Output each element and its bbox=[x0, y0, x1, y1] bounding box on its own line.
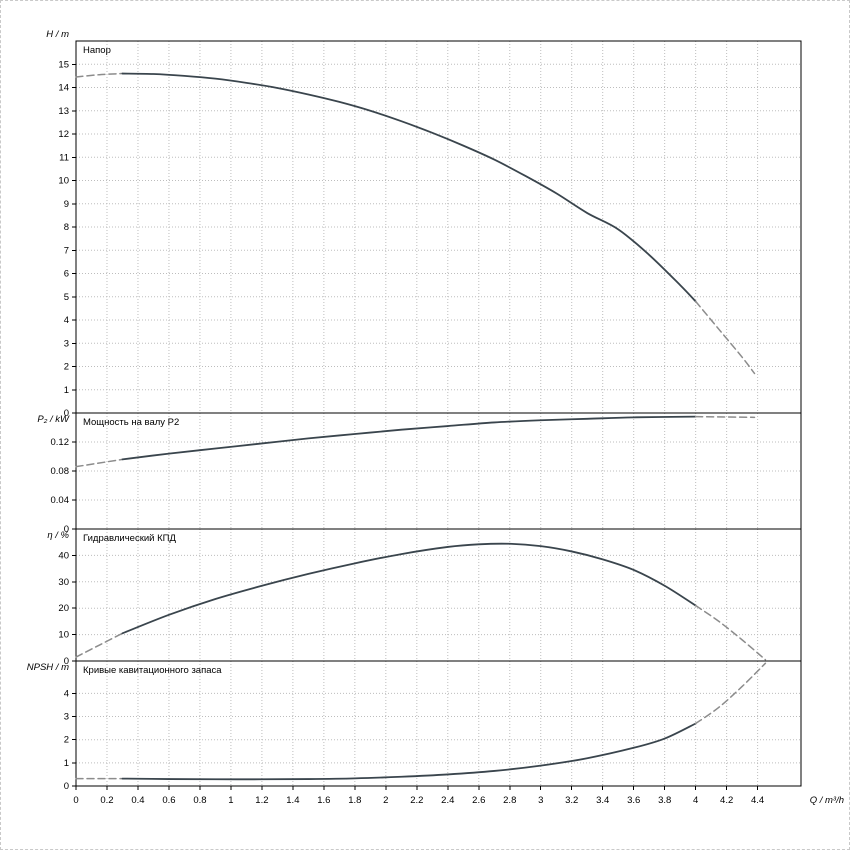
y-tick-label: 30 bbox=[58, 577, 69, 588]
x-tick-label: 2 bbox=[383, 795, 388, 806]
y-tick-label: 13 bbox=[58, 106, 69, 117]
x-tick-label: 2.6 bbox=[472, 795, 485, 806]
x-tick-label: 3.4 bbox=[596, 795, 609, 806]
y-tick-label: 3 bbox=[64, 712, 69, 723]
x-tick-label: 3.6 bbox=[627, 795, 640, 806]
x-tick-label: 0.4 bbox=[131, 795, 144, 806]
y-tick-label: 7 bbox=[64, 245, 69, 256]
y-tick-label: 0 bbox=[64, 408, 69, 419]
npsh-curve-dashed-right bbox=[694, 662, 767, 725]
x-tick-label: 4.2 bbox=[720, 795, 733, 806]
x-tick-label: 0 bbox=[73, 795, 78, 806]
efficiency-curve-dashed-left bbox=[75, 632, 124, 658]
y-tick-label: 15 bbox=[58, 59, 69, 70]
x-tick-label: 0.6 bbox=[162, 795, 175, 806]
y-axis-label: η / % bbox=[47, 530, 69, 541]
y-tick-label: 1 bbox=[64, 385, 69, 396]
x-tick-label: 3.8 bbox=[658, 795, 671, 806]
y-tick-label: 0.12 bbox=[51, 437, 70, 448]
x-tick-label: 4.4 bbox=[751, 795, 764, 806]
y-tick-label: 10 bbox=[58, 176, 69, 187]
y-tick-label: 12 bbox=[58, 129, 69, 140]
panel-border bbox=[75, 660, 802, 787]
y-tick-label: 20 bbox=[58, 603, 69, 614]
x-tick-label: 2.2 bbox=[410, 795, 423, 806]
panel-title: Кривые кавитационного запаса bbox=[83, 665, 222, 676]
x-tick-label: 1 bbox=[228, 795, 233, 806]
efficiency-curve bbox=[121, 542, 697, 635]
y-tick-label: 8 bbox=[64, 222, 69, 233]
y-tick-label: 5 bbox=[64, 292, 69, 303]
power-curve-dashed-left bbox=[75, 458, 124, 468]
head-curve-dashed-right bbox=[694, 300, 756, 375]
y-axis-label: H / m bbox=[46, 29, 69, 40]
x-tick-label: 1.8 bbox=[348, 795, 361, 806]
y-tick-label: 14 bbox=[58, 83, 69, 94]
panel-title: Мощность на валу P2 bbox=[83, 417, 179, 428]
panel-title: Гидравлический КПД bbox=[83, 533, 176, 544]
x-tick-label: 2.8 bbox=[503, 795, 516, 806]
x-tick-label: 3.2 bbox=[565, 795, 578, 806]
y-tick-label: 0.04 bbox=[51, 495, 70, 506]
power-curve-dashed-right bbox=[694, 415, 756, 419]
y-tick-label: 4 bbox=[64, 688, 69, 699]
y-tick-label: 6 bbox=[64, 269, 69, 280]
x-tick-label: 1.6 bbox=[317, 795, 330, 806]
power-curve bbox=[121, 415, 697, 461]
y-tick-label: 10 bbox=[58, 630, 69, 641]
x-tick-label: 3 bbox=[538, 795, 543, 806]
y-tick-label: 40 bbox=[58, 550, 69, 561]
y-tick-label: 2 bbox=[64, 362, 69, 373]
npsh-curve bbox=[121, 722, 697, 781]
y-tick-label: 11 bbox=[59, 152, 69, 163]
y-axis-label: P₂ / kW bbox=[37, 414, 70, 425]
x-tick-label: 0.2 bbox=[100, 795, 113, 806]
y-tick-label: 0 bbox=[64, 781, 69, 792]
y-tick-label: 9 bbox=[64, 199, 69, 210]
x-tick-label: 1.4 bbox=[286, 795, 299, 806]
y-tick-label: 0.08 bbox=[51, 466, 70, 477]
y-tick-label: 3 bbox=[64, 338, 69, 349]
x-axis-label: Q / m³/h bbox=[810, 795, 844, 806]
y-axis-label: NPSH / m bbox=[27, 662, 69, 673]
y-tick-label: 2 bbox=[64, 735, 69, 746]
head-curve bbox=[121, 72, 697, 303]
x-tick-label: 2.4 bbox=[441, 795, 454, 806]
head-curve-dashed-left bbox=[75, 72, 124, 78]
y-tick-label: 1 bbox=[64, 758, 69, 769]
y-tick-label: 0 bbox=[64, 656, 69, 667]
y-tick-label: 4 bbox=[64, 315, 69, 326]
x-tick-label: 0.8 bbox=[193, 795, 206, 806]
y-tick-label: 0 bbox=[64, 524, 69, 535]
panel-title: Напор bbox=[83, 45, 111, 56]
x-tick-label: 1.2 bbox=[255, 795, 268, 806]
x-tick-label: 4 bbox=[693, 795, 698, 806]
efficiency-curve-dashed-right bbox=[694, 604, 767, 661]
